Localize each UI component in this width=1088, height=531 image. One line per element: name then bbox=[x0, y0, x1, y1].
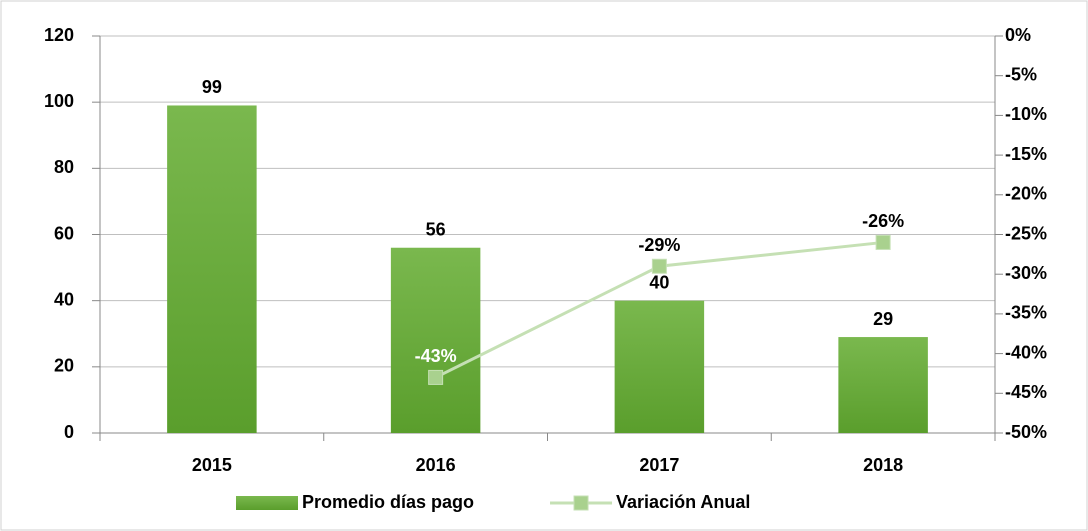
y2-tick-label: -30% bbox=[1005, 263, 1047, 283]
y-tick-label: 80 bbox=[54, 157, 74, 177]
y-tick-label: 0 bbox=[64, 422, 74, 442]
y-tick-label: 40 bbox=[54, 289, 74, 309]
bar-value-label: 56 bbox=[426, 219, 446, 239]
y2-tick-label: -25% bbox=[1005, 223, 1047, 243]
y-tick-label: 100 bbox=[44, 91, 74, 111]
y2-tick-label: -35% bbox=[1005, 303, 1047, 323]
y2-tick-label: -20% bbox=[1005, 184, 1047, 204]
y-tick-label: 120 bbox=[44, 25, 74, 45]
y2-tick-label: -45% bbox=[1005, 382, 1047, 402]
bar bbox=[390, 247, 481, 433]
legend-marker bbox=[573, 495, 589, 511]
bar-value-label: 40 bbox=[649, 272, 669, 292]
line-marker bbox=[651, 258, 667, 274]
line-value-label: -43% bbox=[415, 346, 457, 366]
x-tick-label: 2015 bbox=[192, 455, 232, 475]
bar-value-label: 29 bbox=[873, 309, 893, 329]
x-tick-label: 2018 bbox=[863, 455, 903, 475]
y-tick-label: 20 bbox=[54, 356, 74, 376]
y2-tick-label: -10% bbox=[1005, 104, 1047, 124]
y2-tick-label: -5% bbox=[1005, 64, 1037, 84]
line-marker bbox=[428, 369, 444, 385]
line-value-label: -26% bbox=[862, 211, 904, 231]
y2-tick-label: -50% bbox=[1005, 422, 1047, 442]
legend-label: Variación Anual bbox=[616, 492, 750, 512]
y2-tick-label: 0% bbox=[1005, 25, 1031, 45]
bar bbox=[167, 105, 257, 433]
bar-value-label: 99 bbox=[202, 77, 222, 97]
bar bbox=[838, 337, 928, 433]
bar bbox=[614, 300, 705, 433]
legend-swatch bbox=[236, 496, 298, 510]
x-tick-label: 2016 bbox=[416, 455, 456, 475]
y2-tick-label: -40% bbox=[1005, 342, 1047, 362]
x-tick-label: 2017 bbox=[639, 455, 679, 475]
y2-tick-label: -15% bbox=[1005, 144, 1047, 164]
line-marker bbox=[875, 234, 891, 250]
line-value-label: -29% bbox=[638, 235, 680, 255]
y-tick-label: 60 bbox=[54, 223, 74, 243]
legend-label: Promedio días pago bbox=[302, 492, 474, 512]
